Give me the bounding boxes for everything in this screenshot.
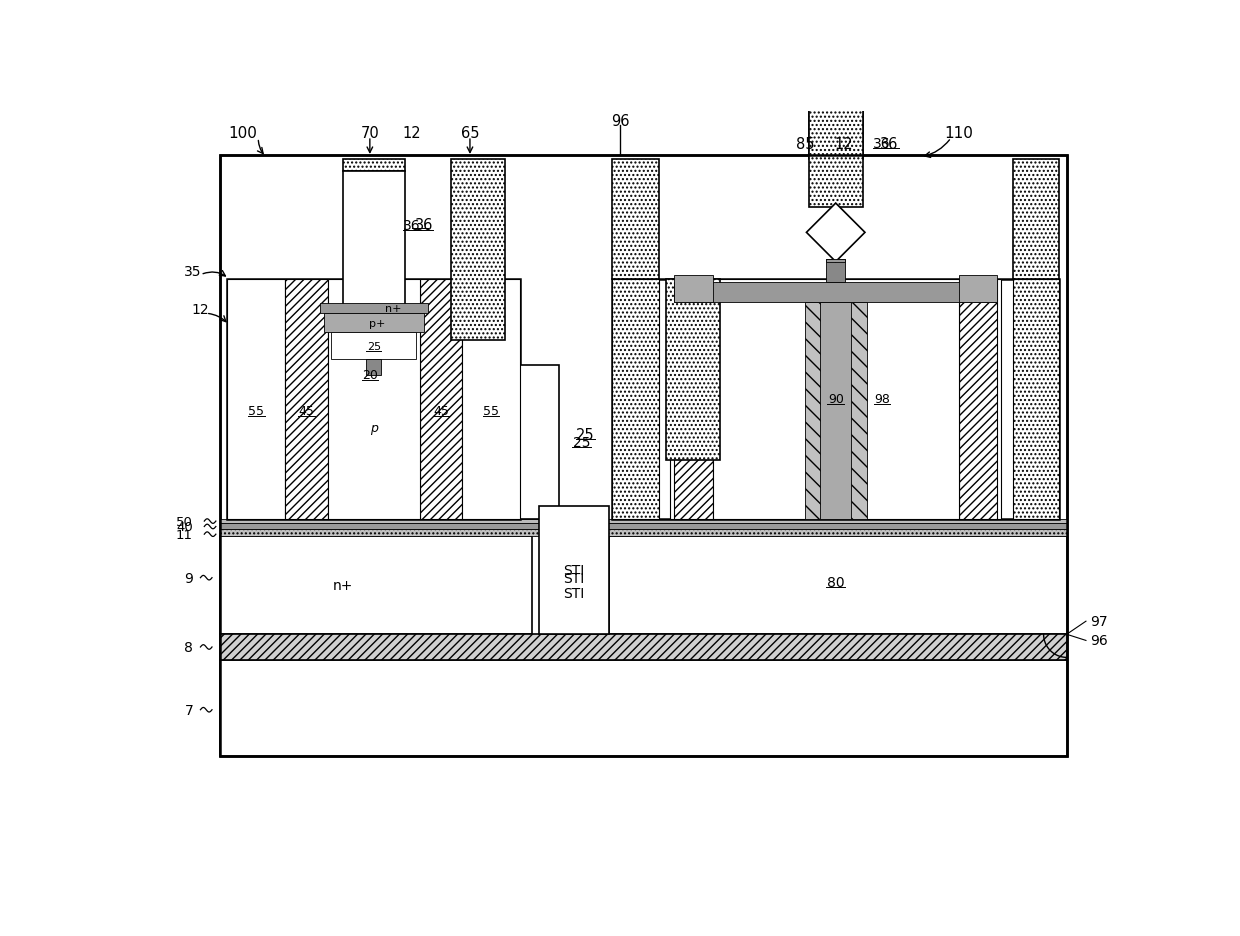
Bar <box>805 302 867 519</box>
Bar <box>613 160 658 279</box>
Text: 36: 36 <box>880 137 899 152</box>
Text: 96: 96 <box>611 114 630 129</box>
Bar <box>670 279 717 519</box>
Bar <box>324 314 424 333</box>
Bar <box>219 524 1066 529</box>
Text: 70: 70 <box>361 125 379 140</box>
Text: 35: 35 <box>184 265 202 279</box>
Bar <box>808 93 863 208</box>
Text: 12: 12 <box>192 303 210 317</box>
Text: 45: 45 <box>299 404 314 417</box>
Text: 36: 36 <box>403 218 422 232</box>
Text: 11: 11 <box>176 528 192 541</box>
Bar <box>219 635 1066 660</box>
Bar <box>227 279 285 519</box>
Bar <box>539 506 609 635</box>
Bar <box>463 279 520 519</box>
Bar <box>821 302 851 519</box>
Bar <box>613 279 658 519</box>
Text: 45: 45 <box>433 404 449 417</box>
Text: STI: STI <box>563 563 584 578</box>
Text: 8: 8 <box>185 640 193 654</box>
Bar <box>826 260 846 262</box>
Text: p+: p+ <box>370 318 386 329</box>
Bar <box>520 365 558 519</box>
Text: 80: 80 <box>827 575 844 589</box>
Bar <box>613 279 1059 519</box>
Bar <box>666 279 720 461</box>
Bar <box>955 279 1001 519</box>
Bar <box>320 304 428 314</box>
Text: STI: STI <box>563 587 584 600</box>
Bar <box>285 279 327 519</box>
Bar <box>1013 160 1059 279</box>
Bar <box>959 275 997 302</box>
Text: 20: 20 <box>362 369 378 382</box>
Text: 90: 90 <box>828 393 843 405</box>
Bar <box>343 160 404 171</box>
Bar <box>327 279 420 519</box>
Bar <box>343 171 404 308</box>
Text: 36: 36 <box>414 218 433 233</box>
Text: 98: 98 <box>874 393 890 405</box>
Bar <box>826 260 846 283</box>
Bar <box>219 660 1066 756</box>
Text: 55: 55 <box>248 404 264 417</box>
Bar <box>675 283 997 302</box>
Text: 12: 12 <box>835 138 853 153</box>
Bar <box>450 160 505 341</box>
Text: 50: 50 <box>176 515 192 528</box>
Bar <box>227 279 520 519</box>
Text: 36: 36 <box>873 138 890 152</box>
Bar <box>219 519 1066 524</box>
Bar <box>675 279 713 519</box>
Bar <box>713 279 959 519</box>
Text: 9: 9 <box>185 571 193 585</box>
Bar <box>420 279 463 519</box>
Text: 100: 100 <box>228 125 257 140</box>
Text: 12: 12 <box>403 125 422 140</box>
Bar <box>366 360 382 375</box>
Bar <box>219 537 532 635</box>
Text: STI: STI <box>563 571 584 585</box>
Bar <box>959 279 997 519</box>
Polygon shape <box>806 204 866 262</box>
Text: 110: 110 <box>945 125 973 140</box>
Bar <box>219 156 1066 756</box>
Text: 97: 97 <box>1090 615 1107 628</box>
Bar <box>808 93 863 160</box>
Text: 65: 65 <box>461 125 479 140</box>
Bar <box>675 275 713 302</box>
Text: 85: 85 <box>796 138 815 153</box>
Text: 25: 25 <box>573 435 590 449</box>
Text: n+: n+ <box>384 304 402 314</box>
Text: 25: 25 <box>367 342 381 352</box>
Bar <box>219 529 1066 537</box>
Bar <box>351 187 397 302</box>
Text: 96: 96 <box>1090 634 1107 648</box>
Bar <box>219 156 1066 756</box>
Text: 25: 25 <box>577 427 595 442</box>
Bar <box>1013 279 1059 519</box>
Text: 40: 40 <box>176 520 192 534</box>
Bar <box>331 333 417 360</box>
Bar <box>609 537 1066 635</box>
Text: 55: 55 <box>484 404 500 417</box>
Text: 7: 7 <box>185 703 193 717</box>
Text: p: p <box>370 421 378 434</box>
Text: n+: n+ <box>332 578 353 592</box>
